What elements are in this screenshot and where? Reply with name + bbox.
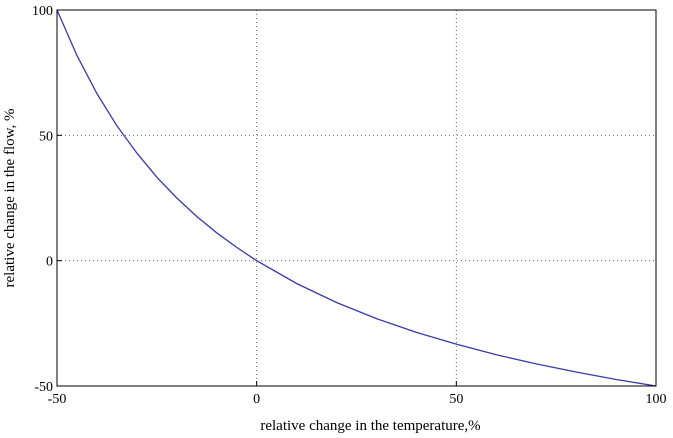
y-tick-label: 0 [46, 255, 53, 270]
y-tick-label: 100 [32, 4, 53, 19]
y-axis-label: relative change in the flow, % [2, 109, 18, 288]
plot-frame [56, 9, 657, 387]
x-axis-label: relative change in the temperature,% [260, 418, 480, 434]
grid [57, 10, 656, 386]
x-axis-ticks: -50 0 50 100 [48, 381, 667, 407]
x-tick-label: 50 [449, 392, 463, 407]
x-tick-label: -50 [48, 392, 67, 407]
y-axis-ticks: -50 0 50 100 [32, 4, 62, 395]
x-tick-label: 0 [253, 392, 260, 407]
y-tick-label: 50 [39, 129, 53, 144]
x-tick-label: 100 [646, 392, 667, 407]
series-line [56, 9, 657, 387]
y-tick-label: -50 [34, 380, 53, 395]
